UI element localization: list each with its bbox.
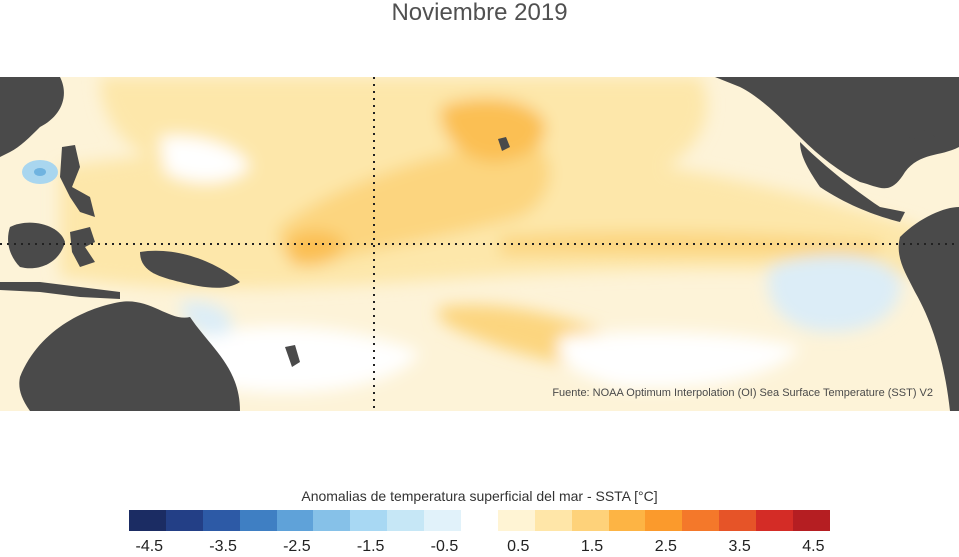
warm-anomaly-equatorial-east: [500, 231, 880, 256]
colorbar-tick-label: -1.5: [356, 538, 385, 555]
warm-anomaly-dateline: [285, 230, 345, 266]
map-title: Noviembre 2019: [391, 0, 568, 26]
land-central-america: [800, 142, 905, 222]
land-cuba: [880, 125, 935, 142]
colorbar-swatch: [497, 510, 535, 531]
land-masses: [0, 77, 959, 411]
colorbar-swatch: [571, 510, 609, 531]
colorbar-swatch: [608, 510, 646, 531]
cool-anomaly-south-central: [186, 326, 420, 393]
colorbar-swatch: [239, 510, 277, 531]
land-north-america: [715, 77, 959, 189]
colorbar-swatch: [756, 510, 794, 531]
colorbar-tick-label: 4.5: [802, 538, 825, 555]
land-new-zealand: [285, 345, 300, 367]
colorbar-swatch: [202, 510, 240, 531]
colorbar-tick-label: 1.5: [580, 538, 604, 555]
land-sulawesi: [70, 227, 95, 267]
colorbar-tick-label: 2.5: [654, 538, 677, 555]
colorbar-swatch: [719, 510, 757, 531]
colorbar-tick-label: -3.5: [209, 538, 237, 555]
colorbar-swatch: [645, 510, 683, 531]
colorbar-swatch: [350, 510, 388, 531]
data-source-note: Fuente: NOAA Optimum Interpolation (OI) …: [552, 387, 933, 399]
colorbar-tick-label: 3.5: [728, 538, 751, 555]
colorbar: [129, 510, 830, 531]
colorbar-swatch: [276, 510, 314, 531]
colorbar-swatch: [313, 510, 351, 531]
colorbar-ticks: -4.5 -3.5 -2.5 -1.5 -0.5 0.5 1.5 2.5 3.5 4.5: [129, 538, 830, 557]
colorbar-swatch: [682, 510, 720, 531]
colorbar-tick-label: -0.5: [430, 538, 459, 555]
colorbar-swatch: [165, 510, 203, 531]
colorbar-swatch: [534, 510, 572, 531]
warm-anomaly-north: [100, 77, 707, 206]
land-philippines: [60, 145, 95, 217]
land-australia: [19, 301, 240, 411]
anomaly-field: [60, 77, 930, 393]
land-indonesia-islands: [0, 282, 120, 299]
colorbar-swatch: [424, 510, 462, 531]
colorbar-tick-label: -4.5: [135, 538, 164, 555]
colorbar-swatch: [461, 510, 498, 531]
colorbar-swatch: [129, 510, 166, 531]
warm-anomaly-hawaii: [440, 98, 546, 162]
cool-anomaly-northwest: [160, 136, 250, 183]
land-new-guinea: [140, 250, 240, 288]
land-borneo: [8, 222, 66, 269]
legend-title: Anomalias de temperatura superficial del…: [301, 488, 658, 504]
cool-anomaly-southeast: [768, 254, 901, 332]
colorbar-swatch: [387, 510, 425, 531]
colorbar-tick-label: -2.5: [283, 538, 311, 555]
colorbar-tick-label: 0.5: [507, 538, 530, 555]
land-south-america: [898, 207, 959, 411]
land-asia: [0, 77, 64, 157]
cool-anomaly-south-east-pacific: [558, 331, 800, 388]
colorbar-swatch: [793, 510, 830, 531]
land-hawaii: [498, 137, 510, 151]
sst-anomaly-map: [0, 77, 959, 411]
warm-anomaly-central: [278, 137, 550, 263]
